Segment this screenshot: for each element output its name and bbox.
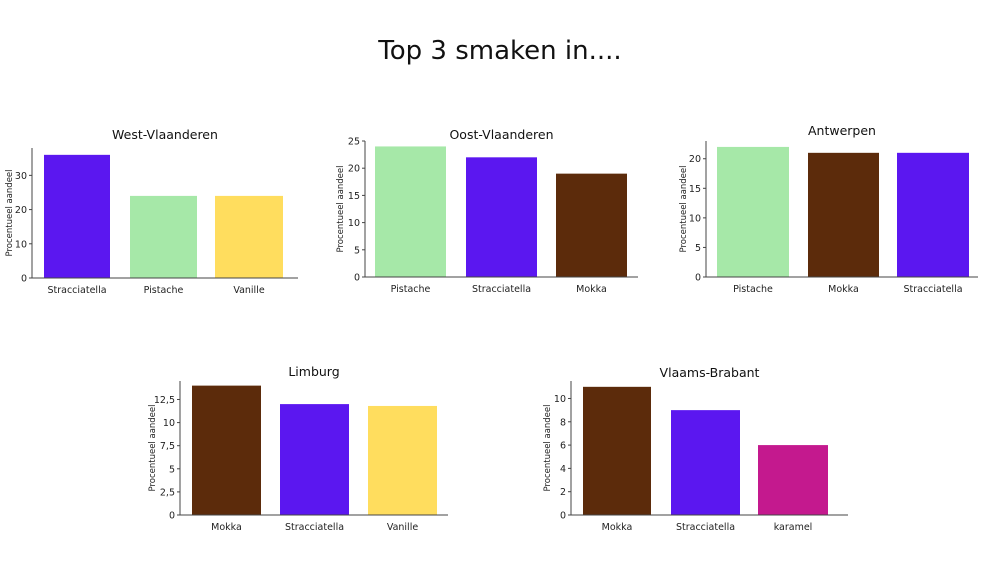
y-tick-label: 5	[169, 464, 175, 475]
y-tick-label: 5	[354, 245, 360, 256]
bar-karamel	[758, 445, 828, 515]
y-tick-label: 7,5	[160, 441, 175, 452]
y-tick-label: 5	[695, 243, 701, 254]
y-tick-label: 0	[354, 273, 360, 284]
bar-pistache	[375, 146, 446, 277]
bar-mokka	[583, 386, 651, 515]
y-tick-label: 2,5	[160, 487, 175, 498]
category-label: Stracciatella	[47, 285, 106, 296]
category-label: Mokka	[576, 284, 607, 295]
bar-stracciatella	[44, 154, 110, 278]
y-tick-label: 4	[560, 464, 566, 475]
category-label: Stracciatella	[676, 522, 735, 533]
category-label: Stracciatella	[472, 284, 531, 295]
y-tick-label: 0	[169, 511, 175, 522]
bar-mokka	[192, 385, 261, 515]
category-label: Pistache	[391, 284, 431, 295]
page-title: Top 3 smaken in....	[378, 36, 622, 66]
category-label: Mokka	[828, 284, 859, 295]
y-tick-label: 6	[560, 441, 566, 452]
category-label: Mokka	[211, 522, 242, 533]
y-tick-label: 0	[21, 274, 27, 285]
category-label: Pistache	[733, 284, 773, 295]
bar-stracciatella	[897, 152, 969, 277]
y-tick-label: 25	[348, 137, 360, 148]
category-label: karamel	[774, 522, 813, 533]
y-tick-label: 12,5	[154, 395, 175, 406]
bar-stracciatella	[671, 410, 740, 515]
y-tick-label: 10	[689, 213, 701, 224]
category-label: Pistache	[144, 285, 184, 296]
y-tick-label: 20	[15, 205, 27, 216]
y-axis-title: Procentueel aandeel	[679, 165, 689, 252]
chart-title: Limburg	[288, 364, 339, 379]
y-tick-label: 10	[348, 218, 360, 229]
y-tick-label: 30	[15, 171, 27, 182]
bar-mokka	[556, 173, 627, 277]
y-tick-label: 10	[163, 418, 175, 429]
bar-pistache	[130, 195, 197, 278]
y-tick-label: 15	[348, 191, 360, 202]
bar-vanille	[215, 195, 283, 278]
category-label: Vanille	[387, 522, 419, 533]
y-tick-label: 20	[348, 164, 360, 175]
y-axis-title: Procentueel aandeel	[336, 165, 346, 252]
y-tick-label: 15	[689, 184, 701, 195]
chart-title: Antwerpen	[808, 123, 876, 138]
y-axis-title: Procentueel aandeel	[148, 404, 158, 491]
chart-title: West-Vlaanderen	[112, 127, 218, 142]
y-tick-label: 0	[560, 511, 566, 522]
category-label: Stracciatella	[285, 522, 344, 533]
y-tick-label: 2	[560, 487, 566, 498]
bar-mokka	[808, 152, 879, 277]
y-tick-label: 8	[560, 417, 566, 428]
y-tick-label: 20	[689, 154, 701, 165]
y-tick-label: 10	[554, 394, 566, 405]
bar-pistache	[717, 146, 789, 277]
y-tick-label: 0	[695, 273, 701, 284]
y-tick-label: 10	[15, 239, 27, 250]
chart-title: Vlaams-Brabant	[660, 365, 760, 380]
bar-stracciatella	[466, 157, 537, 277]
y-axis-title: Procentueel aandeel	[5, 169, 15, 256]
category-label: Vanille	[233, 285, 265, 296]
category-label: Stracciatella	[903, 284, 962, 295]
category-label: Mokka	[602, 522, 633, 533]
bar-vanille	[368, 405, 437, 515]
bar-stracciatella	[280, 404, 349, 515]
y-axis-title: Procentueel aandeel	[543, 404, 553, 491]
chart-title: Oost-Vlaanderen	[449, 127, 553, 142]
